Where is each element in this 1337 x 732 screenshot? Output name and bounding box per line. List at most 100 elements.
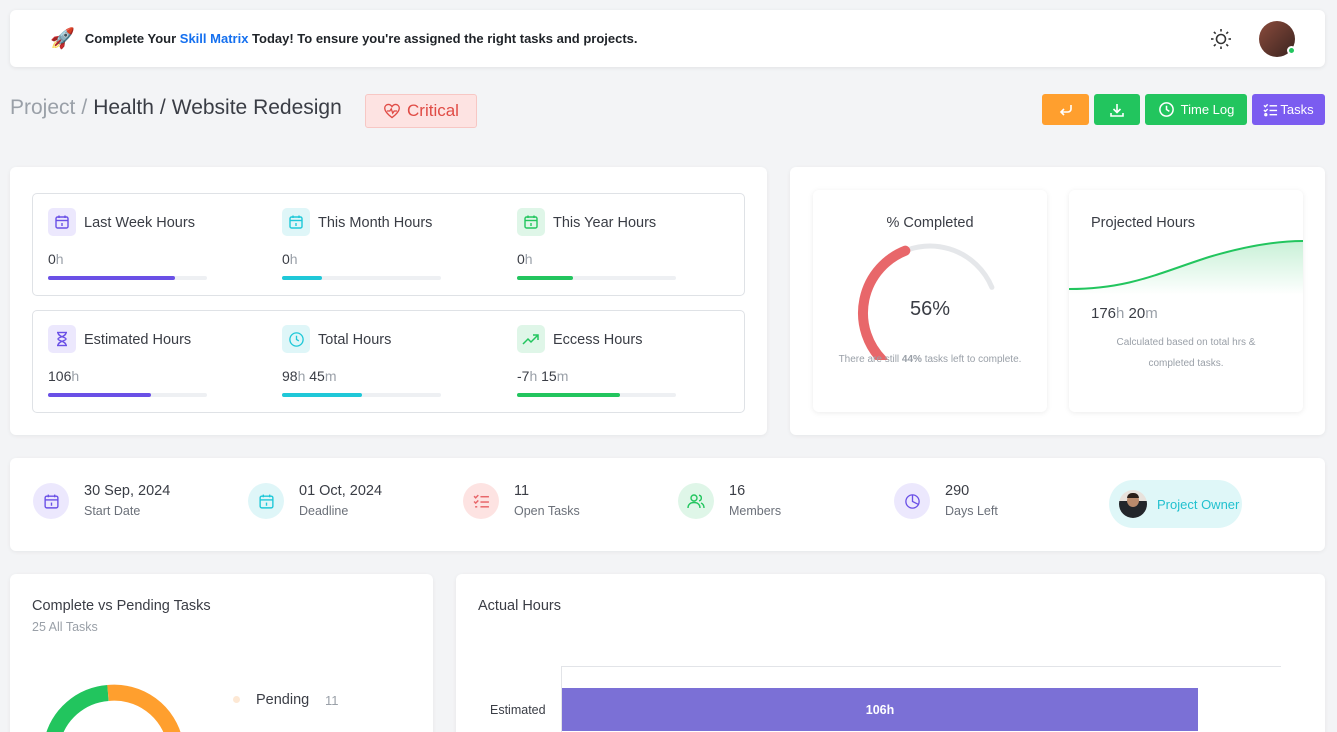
breadcrumb-project[interactable]: Project bbox=[10, 96, 76, 119]
banner-message: Complete Your Skill Matrix Today! To ens… bbox=[85, 31, 638, 46]
owner-avatar bbox=[1119, 490, 1147, 518]
progress-fill bbox=[517, 276, 573, 280]
time-log-label: Time Log bbox=[1180, 102, 1235, 117]
excess-value: -7h 15m bbox=[517, 368, 568, 384]
last-week-label: Last Week Hours bbox=[84, 215, 195, 231]
calendar-icon bbox=[282, 208, 310, 236]
users-icon bbox=[678, 483, 714, 519]
project-owner-label: Project Owner bbox=[1157, 496, 1240, 512]
tasks-label: Tasks bbox=[1280, 102, 1314, 117]
value-number: -7 bbox=[517, 368, 530, 384]
open-tasks-value: 11 bbox=[514, 483, 530, 499]
time-log-button[interactable]: Time Log bbox=[1145, 94, 1247, 125]
pending-legend-dot bbox=[233, 696, 240, 703]
hours-summary-card: Last Week Hours 0h This Month Hours 0h T… bbox=[10, 167, 767, 435]
pie-clock-icon bbox=[894, 483, 930, 519]
value-number: 176 bbox=[1091, 305, 1117, 322]
project-info-strip: 30 Sep, 2024 Start Date 01 Oct, 2024 Dea… bbox=[10, 458, 1325, 551]
this-year-progress bbox=[517, 276, 676, 280]
estimated-hours-bar: 106h bbox=[562, 688, 1198, 731]
value-number: 15 bbox=[537, 368, 557, 384]
percent-completed-card: % Completed 56% There are still 44% task… bbox=[813, 190, 1047, 412]
gauge-percent-label: 56% bbox=[910, 298, 950, 320]
sun-icon[interactable] bbox=[1209, 27, 1233, 51]
projected-note: Calculated based on total hrs & completed… bbox=[1069, 332, 1303, 374]
days-left-label: Days Left bbox=[945, 504, 998, 518]
skill-matrix-banner: 🚀 Complete Your Skill Matrix Today! To e… bbox=[10, 10, 1325, 67]
banner-suffix: Today! To ensure you're assigned the rig… bbox=[248, 31, 638, 46]
this-month-label: This Month Hours bbox=[318, 215, 433, 231]
download-icon bbox=[1110, 103, 1124, 117]
this-month-value: 0h bbox=[282, 251, 298, 267]
progress-fill bbox=[282, 393, 362, 397]
bar-category-label: Estimated bbox=[490, 703, 546, 717]
last-week-progress bbox=[48, 276, 207, 280]
calendar-icon bbox=[248, 483, 284, 519]
actual-hours-title: Actual Hours bbox=[478, 598, 562, 614]
value-unit: h bbox=[529, 368, 538, 384]
trend-area bbox=[1069, 241, 1303, 295]
heartbeat-icon bbox=[384, 103, 400, 119]
progress-fill bbox=[282, 276, 322, 280]
note-suffix: tasks left to complete. bbox=[921, 354, 1022, 365]
hourglass-icon bbox=[48, 325, 76, 353]
hours-box-period: Last Week Hours 0h This Month Hours 0h T… bbox=[32, 193, 745, 296]
start-date-value: 30 Sep, 2024 bbox=[84, 483, 171, 499]
back-button[interactable] bbox=[1042, 94, 1089, 125]
tasks-donut bbox=[46, 684, 181, 732]
breadcrumb-health: Health bbox=[93, 96, 154, 119]
percent-completed-title: % Completed bbox=[886, 215, 974, 231]
download-button[interactable] bbox=[1094, 94, 1140, 125]
value-number: 45 bbox=[305, 368, 325, 384]
rocket-icon: 🚀 bbox=[50, 28, 75, 50]
value-number: 0 bbox=[517, 251, 525, 267]
excess-label: Eccess Hours bbox=[553, 332, 643, 348]
this-month-progress bbox=[282, 276, 441, 280]
members-value: 16 bbox=[729, 483, 746, 499]
chart-top-gridline bbox=[561, 666, 1281, 667]
skill-matrix-link[interactable]: Skill Matrix bbox=[179, 31, 249, 46]
pending-legend-label: Pending bbox=[256, 692, 310, 708]
clock-history-icon bbox=[1158, 102, 1174, 117]
value-number: 0 bbox=[48, 251, 56, 267]
progress-fill bbox=[517, 393, 621, 397]
gauge-fill bbox=[857, 245, 911, 360]
complete-vs-pending-card: Complete vs Pending Tasks 25 All Tasks P… bbox=[10, 574, 433, 732]
list-check-icon bbox=[1263, 103, 1278, 116]
donut-pending-segment bbox=[107, 684, 181, 732]
open-tasks-label: Open Tasks bbox=[514, 504, 580, 518]
value-number: 20 bbox=[1124, 305, 1146, 322]
progress-fill bbox=[48, 393, 152, 397]
online-status-dot bbox=[1287, 46, 1296, 55]
start-date-label: Start Date bbox=[84, 504, 141, 518]
value-unit: m bbox=[556, 368, 569, 384]
calendar-icon bbox=[33, 483, 69, 519]
breadcrumb: Project / Health / Website Redesign bbox=[10, 96, 342, 120]
value-unit: h bbox=[55, 251, 64, 267]
deadline-label: Deadline bbox=[299, 504, 349, 518]
tasks-chart-title: Complete vs Pending Tasks bbox=[32, 598, 211, 614]
user-avatar[interactable] bbox=[1259, 21, 1296, 57]
projected-note-line2: completed tasks. bbox=[1148, 358, 1224, 369]
this-year-label: This Year Hours bbox=[553, 215, 657, 231]
tasks-button[interactable]: Tasks bbox=[1252, 94, 1325, 125]
value-unit: m bbox=[324, 368, 337, 384]
priority-label: Critical bbox=[407, 101, 459, 120]
excess-progress bbox=[517, 393, 676, 397]
value-unit: h bbox=[524, 251, 533, 267]
value-number: 98 bbox=[282, 368, 298, 384]
projected-hours-title: Projected Hours bbox=[1091, 215, 1195, 231]
days-left-value: 290 bbox=[945, 483, 970, 499]
estimated-progress bbox=[48, 393, 207, 397]
value-unit: h bbox=[289, 251, 298, 267]
total-label: Total Hours bbox=[318, 332, 392, 348]
projected-trend-line bbox=[1069, 240, 1303, 295]
chart-axis-line bbox=[561, 666, 562, 732]
project-owner-chip[interactable]: Project Owner bbox=[1109, 480, 1242, 528]
return-icon bbox=[1059, 104, 1072, 116]
priority-badge: Critical bbox=[365, 94, 477, 128]
tasks-left-note: There are still 44% tasks left to comple… bbox=[813, 349, 1047, 370]
total-value: 98h 45m bbox=[282, 368, 337, 384]
actual-hours-card: Actual Hours Estimated 106h bbox=[456, 574, 1325, 732]
projected-hours-card: Projected Hours 176h 20m Calculated base… bbox=[1069, 190, 1303, 412]
